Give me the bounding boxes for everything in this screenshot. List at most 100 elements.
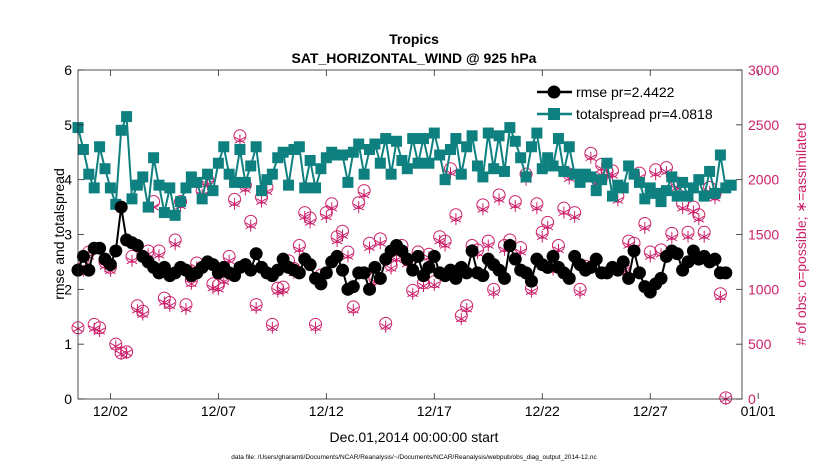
obs-possible-point bbox=[681, 225, 695, 239]
totalspread-point bbox=[169, 209, 181, 221]
rmse-point bbox=[346, 280, 360, 294]
totalspread-point bbox=[218, 141, 230, 153]
obs-possible-point bbox=[163, 295, 177, 309]
rmse-point bbox=[422, 260, 436, 274]
obs-possible-point bbox=[460, 299, 474, 313]
totalspread-point bbox=[617, 182, 629, 194]
y-tick-label-left: 0 bbox=[64, 391, 72, 407]
footnote: data file: /Users/gharamti/Documents/NCA… bbox=[231, 454, 597, 461]
obs-assimilated-point bbox=[644, 250, 656, 263]
y-tick-label-left: 1 bbox=[64, 336, 72, 352]
obs-assimilated-point bbox=[536, 230, 548, 243]
totalspread-point bbox=[131, 179, 143, 191]
totalspread-point bbox=[552, 133, 564, 145]
totalspread-point bbox=[520, 171, 532, 183]
rmse-point bbox=[541, 260, 555, 274]
totalspread-point bbox=[115, 124, 127, 136]
obs-possible-point bbox=[168, 233, 182, 247]
obs-possible-point bbox=[697, 225, 711, 239]
obs-possible-point bbox=[309, 317, 323, 331]
ticks-layer: 12/02 12/07 12/12 12/17 12/22 12/27 01/0101234… bbox=[64, 62, 779, 419]
totalspread-point bbox=[77, 144, 89, 156]
obs-possible-point bbox=[438, 234, 452, 248]
totalspread-point bbox=[515, 152, 527, 164]
rmse-point bbox=[589, 252, 603, 266]
totalspread-point bbox=[126, 193, 138, 205]
rmse-point bbox=[249, 247, 263, 261]
obs-possible-point bbox=[541, 215, 555, 229]
obs-possible-point bbox=[93, 321, 107, 335]
totalspread-point bbox=[374, 157, 386, 169]
totalspread-point bbox=[461, 141, 473, 153]
rmse-point bbox=[497, 271, 511, 285]
obs-assimilated-point bbox=[229, 197, 240, 210]
obs-possible-point bbox=[233, 129, 247, 143]
rmse-point bbox=[508, 252, 522, 266]
totalspread-point bbox=[450, 133, 462, 145]
rmse-point bbox=[622, 271, 636, 285]
obs-assimilated-point bbox=[353, 201, 365, 214]
rmse-point bbox=[627, 244, 641, 258]
obs-possible-point bbox=[692, 208, 706, 222]
obs-assimilated-point bbox=[639, 221, 651, 234]
totalspread-point bbox=[444, 144, 456, 156]
totalspread-point bbox=[488, 163, 500, 175]
rmse-point bbox=[546, 249, 560, 263]
obs-possible-point bbox=[573, 282, 587, 296]
obs-possible-point bbox=[136, 304, 150, 318]
y-tick-label-left: 3 bbox=[64, 227, 72, 243]
obs-assimilated-point bbox=[364, 241, 375, 254]
rmse-point bbox=[449, 271, 463, 285]
totalspread-point bbox=[148, 152, 160, 164]
rmse-point bbox=[330, 249, 344, 263]
legend-spread-marker bbox=[548, 108, 560, 120]
totalspread-point bbox=[493, 130, 505, 142]
totalspread-point bbox=[682, 190, 694, 202]
totalspread-point bbox=[256, 185, 268, 197]
totalspread-point bbox=[569, 168, 581, 180]
totalspread-point bbox=[525, 141, 537, 153]
totalspread-point bbox=[439, 174, 451, 186]
obs-possible-point bbox=[341, 245, 355, 259]
totalspread-point bbox=[391, 135, 403, 147]
legend-rmse-marker bbox=[547, 85, 561, 99]
obs-assimilated-point bbox=[693, 213, 705, 226]
totalspread-point bbox=[315, 163, 327, 175]
totalspread-point bbox=[353, 138, 365, 150]
x-tick-label: 12/12 bbox=[309, 403, 344, 419]
obs-assimilated-point bbox=[293, 243, 305, 256]
obs-possible-point bbox=[713, 287, 727, 301]
y-tick-label-right: 1000 bbox=[748, 281, 779, 297]
totalspread-point bbox=[590, 185, 602, 197]
obs-possible-point bbox=[336, 224, 350, 238]
totalspread-point bbox=[229, 176, 241, 188]
legend-box bbox=[534, 80, 734, 126]
obs-possible-point bbox=[719, 391, 733, 405]
totalspread-point bbox=[628, 168, 640, 180]
totalspread-point bbox=[385, 168, 397, 180]
obs-possible-point bbox=[352, 196, 366, 210]
totalspread-point bbox=[207, 185, 219, 197]
totalspread-point bbox=[304, 154, 316, 166]
totalspread-point bbox=[698, 190, 710, 202]
obs-possible-point bbox=[481, 234, 495, 248]
y-tick-label-right: 2500 bbox=[748, 117, 779, 133]
totalspread-point bbox=[212, 157, 224, 169]
obs-assimilated-point bbox=[331, 235, 343, 248]
x-tick-label: 12/07 bbox=[201, 403, 236, 419]
totalspread-point bbox=[434, 149, 446, 161]
rmse-point bbox=[654, 271, 668, 285]
obs-possible-point bbox=[622, 234, 636, 248]
obs-possible-point bbox=[179, 298, 193, 312]
totalspread-point bbox=[606, 190, 618, 202]
obs-assimilated-point bbox=[531, 202, 543, 215]
totalspread-point bbox=[704, 165, 716, 177]
obs-possible-point bbox=[568, 206, 582, 220]
totalspread-point bbox=[687, 182, 699, 194]
rmse-point bbox=[373, 271, 387, 285]
obs-possible-point bbox=[244, 214, 258, 228]
obs-assimilated-point bbox=[256, 195, 267, 208]
obs-assimilated-point bbox=[169, 238, 181, 251]
obs-possible-point bbox=[557, 201, 571, 215]
